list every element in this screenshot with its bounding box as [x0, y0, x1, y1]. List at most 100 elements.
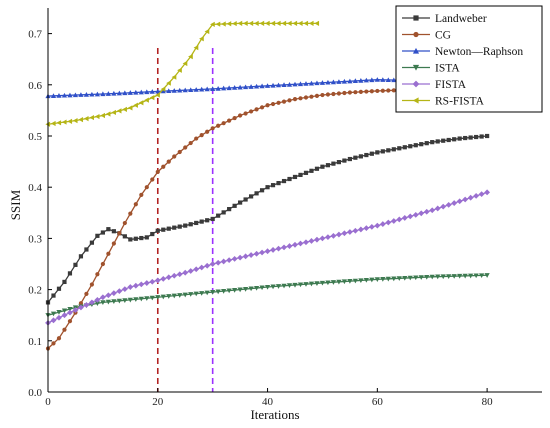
data-point [391, 77, 397, 83]
data-point [127, 105, 133, 111]
data-point [243, 20, 248, 26]
data-point [265, 103, 270, 108]
data-point [67, 306, 73, 312]
data-point [336, 91, 342, 96]
data-point [248, 194, 254, 199]
data-point [171, 272, 178, 279]
data-point [198, 264, 205, 271]
y-tick-label: 0.4 [28, 182, 42, 194]
data-point [56, 286, 62, 291]
series-line [47, 22, 317, 125]
y-tick-label: 0.5 [28, 131, 42, 143]
data-point [352, 227, 359, 234]
data-point [248, 286, 254, 292]
data-point [352, 78, 358, 84]
data-point [303, 81, 309, 86]
data-point [396, 216, 403, 223]
data-point [286, 81, 293, 87]
data-point [259, 20, 265, 26]
data-point [50, 93, 57, 98]
data-point [177, 149, 182, 155]
data-point [237, 20, 243, 26]
legend-swatch-marker [412, 64, 420, 71]
data-point [369, 89, 374, 94]
data-point [160, 88, 166, 94]
data-point [89, 240, 95, 245]
data-point [413, 143, 418, 148]
data-point [160, 294, 166, 300]
data-point [143, 280, 150, 286]
data-point [473, 193, 480, 199]
data-point [232, 203, 237, 208]
data-point [111, 241, 116, 246]
data-point [259, 285, 265, 291]
data-point [308, 20, 314, 26]
data-point [155, 88, 161, 94]
data-point [160, 86, 166, 92]
data-point [369, 277, 375, 283]
data-point [275, 245, 282, 252]
data-point [363, 277, 369, 283]
data-point [62, 327, 67, 332]
data-point [341, 78, 347, 84]
data-point [237, 287, 243, 293]
data-point [429, 207, 436, 214]
data-point [336, 79, 342, 84]
data-point [462, 273, 468, 279]
data-point [276, 181, 281, 186]
data-point [89, 299, 95, 306]
data-point [194, 136, 199, 141]
data-point [325, 92, 331, 97]
data-point [193, 291, 199, 297]
series-newton-raphson [45, 77, 424, 99]
data-point [336, 160, 342, 165]
data-point [210, 216, 215, 222]
data-point [270, 20, 276, 26]
data-point [478, 191, 485, 198]
data-point [177, 293, 183, 298]
data-point [347, 78, 353, 84]
data-point [297, 20, 303, 26]
data-point [51, 341, 56, 346]
data-point [264, 248, 271, 255]
data-point [292, 20, 298, 26]
data-point [172, 225, 177, 230]
data-point [99, 294, 106, 301]
data-point [105, 299, 111, 305]
data-point [166, 159, 171, 164]
data-point [308, 238, 315, 244]
data-point [183, 145, 188, 150]
data-point [385, 219, 392, 226]
data-point [363, 77, 369, 83]
data-point [386, 88, 391, 93]
legend-item: ISTA [402, 63, 460, 75]
data-point [419, 142, 424, 147]
data-point [204, 290, 210, 296]
data-point [56, 120, 62, 126]
data-point [281, 99, 287, 104]
data-point [89, 91, 95, 97]
data-point [144, 97, 149, 103]
data-point [457, 136, 462, 141]
data-point [264, 20, 270, 26]
data-point [121, 286, 128, 292]
data-point [374, 277, 380, 282]
data-point [264, 83, 271, 88]
data-point [56, 336, 62, 341]
data-point [441, 138, 446, 143]
data-point [127, 284, 134, 290]
data-point [314, 166, 320, 171]
data-point [374, 77, 380, 82]
data-point [111, 90, 117, 96]
data-point [319, 280, 326, 286]
data-point [106, 251, 111, 256]
data-point [347, 156, 352, 162]
series-line [47, 89, 477, 349]
data-point [346, 229, 353, 235]
data-point [297, 240, 304, 247]
series-landweber [45, 133, 490, 305]
data-point [353, 155, 358, 160]
data-point [330, 232, 337, 239]
data-point [188, 292, 194, 297]
data-point [429, 274, 435, 280]
